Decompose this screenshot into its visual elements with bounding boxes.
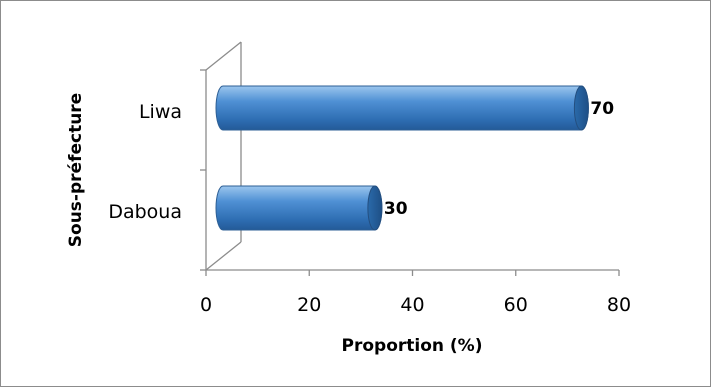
plot-walls — [205, 41, 619, 271]
y-tick-label: Liwa — [139, 101, 182, 123]
data-label: 70 — [590, 99, 614, 119]
y-axis-ticks: Daboua Liwa — [108, 69, 206, 271]
floor-depth-edge — [205, 241, 242, 271]
x-tick-label: 40 — [400, 294, 424, 316]
bar-daboua — [215, 185, 383, 231]
y-tick-label: Daboua — [108, 201, 182, 223]
bar-liwa — [215, 85, 589, 131]
bar-end-cap — [573, 85, 589, 131]
bar-body — [215, 185, 383, 231]
x-axis-ticks: 0 20 40 60 80 — [200, 270, 631, 316]
x-axis-title: Proportion (%) — [342, 336, 483, 356]
wall-top-edge — [205, 41, 242, 71]
labels: 30 70 — [384, 99, 614, 219]
bar-end-cap — [367, 185, 383, 231]
data-label: 30 — [384, 199, 408, 219]
x-tick-label: 0 — [200, 294, 212, 316]
x-tick-label: 20 — [297, 294, 321, 316]
x-tick-label: 80 — [607, 294, 631, 316]
bar-body — [215, 85, 589, 131]
bars — [215, 85, 589, 231]
y-axis-title: Sous-préfecture — [66, 93, 86, 247]
x-tick-label: 60 — [504, 294, 528, 316]
